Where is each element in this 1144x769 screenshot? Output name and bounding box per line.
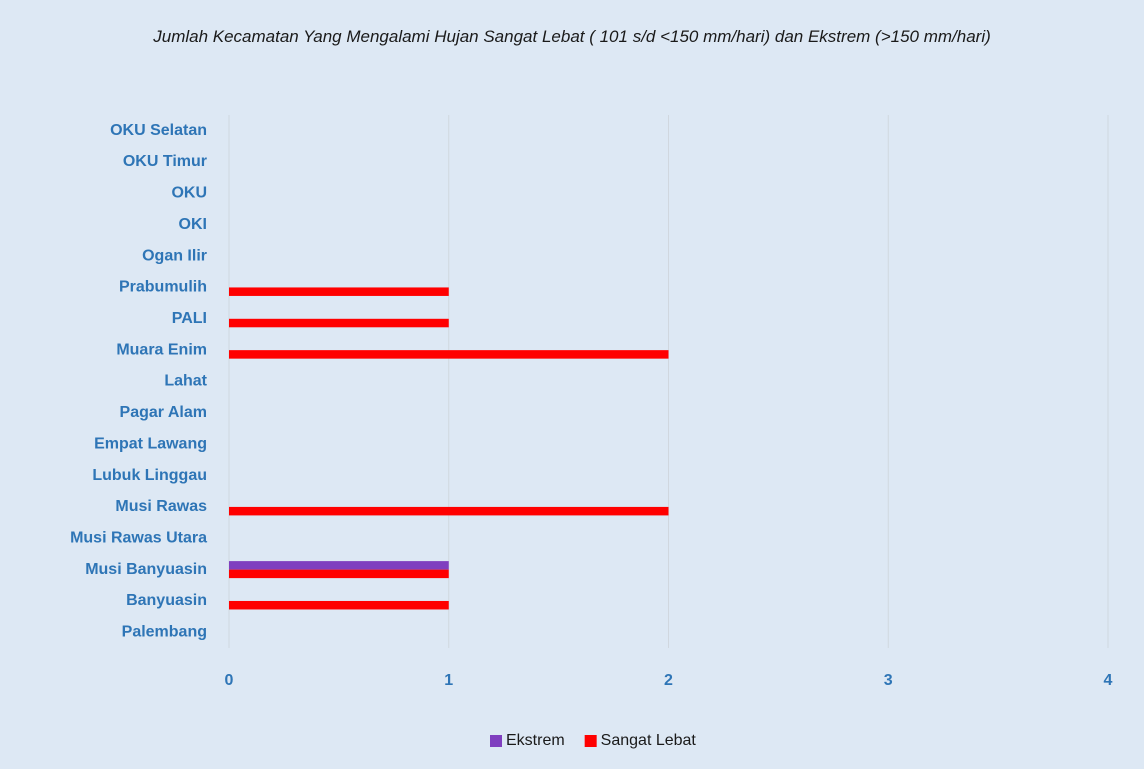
y-tick-label: Empat Lawang: [94, 435, 207, 452]
y-tick-label: Muara Enim: [116, 341, 207, 358]
y-tick-label: Prabumulih: [119, 279, 207, 296]
bar: [229, 600, 449, 610]
y-tick-label: Palembang: [122, 624, 207, 641]
y-tick-label: OKU Timur: [123, 153, 207, 170]
bar: [229, 561, 449, 570]
legend-swatch: [584, 735, 597, 747]
y-tick-label: PALI: [172, 310, 207, 327]
y-tick-label: Musi Banyuasin: [85, 561, 207, 578]
y-tick-label: Pagar Alam: [120, 404, 207, 421]
legend-label: Sangat Lebat: [601, 732, 697, 749]
y-tick-label: OKI: [179, 216, 207, 233]
y-tick-label: Lahat: [164, 373, 207, 390]
chart-title: Jumlah Kecamatan Yang Mengalami Hujan Sa…: [153, 27, 991, 46]
x-tick-label: 3: [884, 672, 893, 689]
x-tick-label: 4: [1104, 672, 1113, 689]
y-tick-label: Musi Rawas Utara: [70, 529, 207, 546]
legend-swatch: [490, 735, 502, 747]
bar: [229, 569, 449, 579]
y-tick-label: Banyuasin: [126, 592, 207, 609]
bar: [229, 350, 669, 359]
bar: [229, 318, 449, 328]
y-tick-label: Musi Rawas: [115, 498, 207, 515]
y-tick-label: Ogan Ilir: [142, 247, 207, 264]
bar: [229, 287, 449, 296]
x-tick-label: 2: [664, 672, 673, 689]
y-tick-label: Lubuk Linggau: [92, 467, 207, 484]
x-tick-label: 0: [225, 672, 234, 689]
legend-label: Ekstrem: [506, 732, 565, 749]
y-tick-label: OKU: [171, 185, 207, 202]
x-tick-label: 1: [444, 672, 453, 689]
bar: [229, 506, 669, 516]
y-tick-label: OKU Selatan: [110, 122, 207, 139]
